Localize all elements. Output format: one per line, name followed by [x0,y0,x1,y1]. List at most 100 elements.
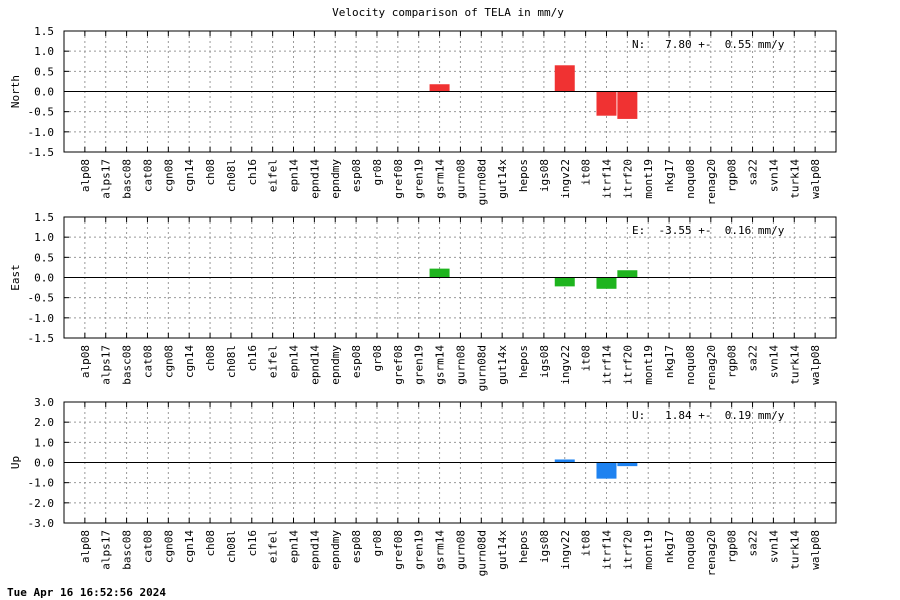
y-tick-label: -3.0 [28,517,55,530]
bar-ingv22 [554,65,575,92]
x-tick-label: ch08l [225,530,238,563]
x-tick-label: eifel [267,159,280,192]
y-tick-label: 0.5 [34,65,54,78]
x-tick-label: eifel [267,530,280,563]
x-tick-label: cat08 [141,159,154,192]
bar-ingv22 [554,277,575,287]
chart-panels: -1.5 -1.0 -0.5 0.0 0.5 1.0 1.5 alp08 alps17 basc0… [9,25,837,576]
y-tick-label: 2.0 [34,416,54,429]
x-tick-label: ch08 [204,345,217,372]
x-tick-label: cgn08 [162,159,175,192]
y-tick-label: -1.0 [28,126,55,139]
x-tick-label: gut14x [496,159,509,199]
x-tick-label: ch08l [225,345,238,378]
x-tick-label: gref08 [392,345,405,385]
y-tick-label: -1.0 [28,312,55,325]
x-tick-label: itrf20 [621,159,634,199]
panel-up: -3.0 -2.0 -1.0 0.0 1.0 2.0 3.0 alp08 alps17 basc0… [9,396,837,576]
x-tick-label: basc08 [121,530,134,570]
x-tick-label: rgp08 [726,345,739,378]
x-tick-label: cgn14 [183,530,196,563]
x-tick-label: it08 [580,159,593,186]
x-tick-label: ch16 [246,345,259,372]
x-tick-label: ch08l [225,159,238,192]
y-axis-label: North [9,75,22,108]
x-tick-label: itrf14 [600,530,613,570]
x-tick-label: mont19 [642,345,655,385]
x-tick-label: svn14 [767,159,780,192]
bar-itrf20 [617,270,638,278]
x-tick-label: igs08 [538,530,551,563]
x-tick-label: alp08 [79,159,92,192]
y-tick-label: 1.0 [34,45,54,58]
x-tick-label: gsrm14 [434,159,447,199]
x-tick-label: ch16 [246,530,259,557]
x-tick-label: alps17 [100,159,113,199]
x-tick-label: basc08 [121,159,134,199]
x-tick-label: turk14 [788,345,801,385]
y-tick-label: 1.5 [34,211,54,224]
x-tick-label: epnd14 [308,530,321,570]
bar-ingv22 [554,459,575,463]
x-tick-label: esp08 [350,159,363,192]
x-tick-label: turk14 [788,530,801,570]
x-tick-label: noqu08 [684,530,697,570]
x-tick-label: walp08 [809,530,822,570]
x-tick-label: nkg17 [663,159,676,192]
x-tick-label: itrf14 [600,159,613,199]
x-tick-label: gurn08 [454,530,467,570]
x-tick-label: renag20 [705,530,718,576]
y-tick-label: 0.0 [34,86,54,99]
bar-itrf20 [617,91,638,119]
x-tick-label: ingv22 [559,345,572,385]
x-tick-label: igs08 [538,159,551,192]
x-tick-label: cgn08 [162,345,175,378]
x-tick-label: ch08 [204,159,217,186]
x-tick-label: igs08 [538,345,551,378]
x-tick-label: walp08 [809,159,822,199]
x-tick-label: noqu08 [684,345,697,385]
x-tick-label: alps17 [100,345,113,385]
x-tick-label: cgn08 [162,530,175,563]
x-tick-label: gren19 [413,345,426,385]
x-tick-label: epnd14 [308,345,321,385]
annotation-text: N: 7.80 +- 0.55 mm/y [632,38,785,51]
y-tick-label: 1.0 [34,436,54,449]
x-tick-label: gurn08 [454,345,467,385]
x-tick-label: turk14 [788,159,801,199]
x-tick-label: epndmy [329,345,342,385]
panel-north: -1.5 -1.0 -0.5 0.0 0.5 1.0 1.5 alp08 alps17 basc0… [9,25,837,205]
plot-frame [63,30,837,153]
x-tick-label: hepos [517,345,530,378]
bar-itrf20 [617,462,638,467]
x-tick-label: gr08 [371,345,384,372]
plot-frame [63,401,837,524]
x-tick-label: sa22 [747,530,760,557]
x-tick-label: epn14 [288,159,301,192]
x-tick-label: epnd14 [308,159,321,199]
x-tick-label: gurn08d [475,345,488,391]
x-tick-label: mont19 [642,530,655,570]
x-tick-label: noqu08 [684,159,697,199]
x-tick-label: cgn14 [183,345,196,378]
x-tick-label: esp08 [350,345,363,378]
x-tick-label: svn14 [767,530,780,563]
annotation-text: U: 1.84 +- 0.19 mm/y [632,409,785,422]
x-tick-label: ingv22 [559,159,572,199]
x-tick-label: epndmy [329,159,342,199]
x-tick-label: ingv22 [559,530,572,570]
x-tick-label: gurn08d [475,159,488,205]
bar-itrf14 [596,91,617,116]
x-tick-label: it08 [580,530,593,557]
x-tick-label: gut14x [496,530,509,570]
x-tick-label: itrf14 [600,345,613,385]
y-tick-label: -0.5 [28,106,55,119]
plot-frame [63,216,837,339]
panel-east: -1.5 -1.0 -0.5 0.0 0.5 1.0 1.5 alp08 alps17 basc0… [9,211,837,391]
x-tick-label: esp08 [350,530,363,563]
x-tick-label: basc08 [121,345,134,385]
y-tick-label: 0.0 [34,272,54,285]
x-tick-label: mont19 [642,159,655,199]
x-tick-label: gurn08 [454,159,467,199]
